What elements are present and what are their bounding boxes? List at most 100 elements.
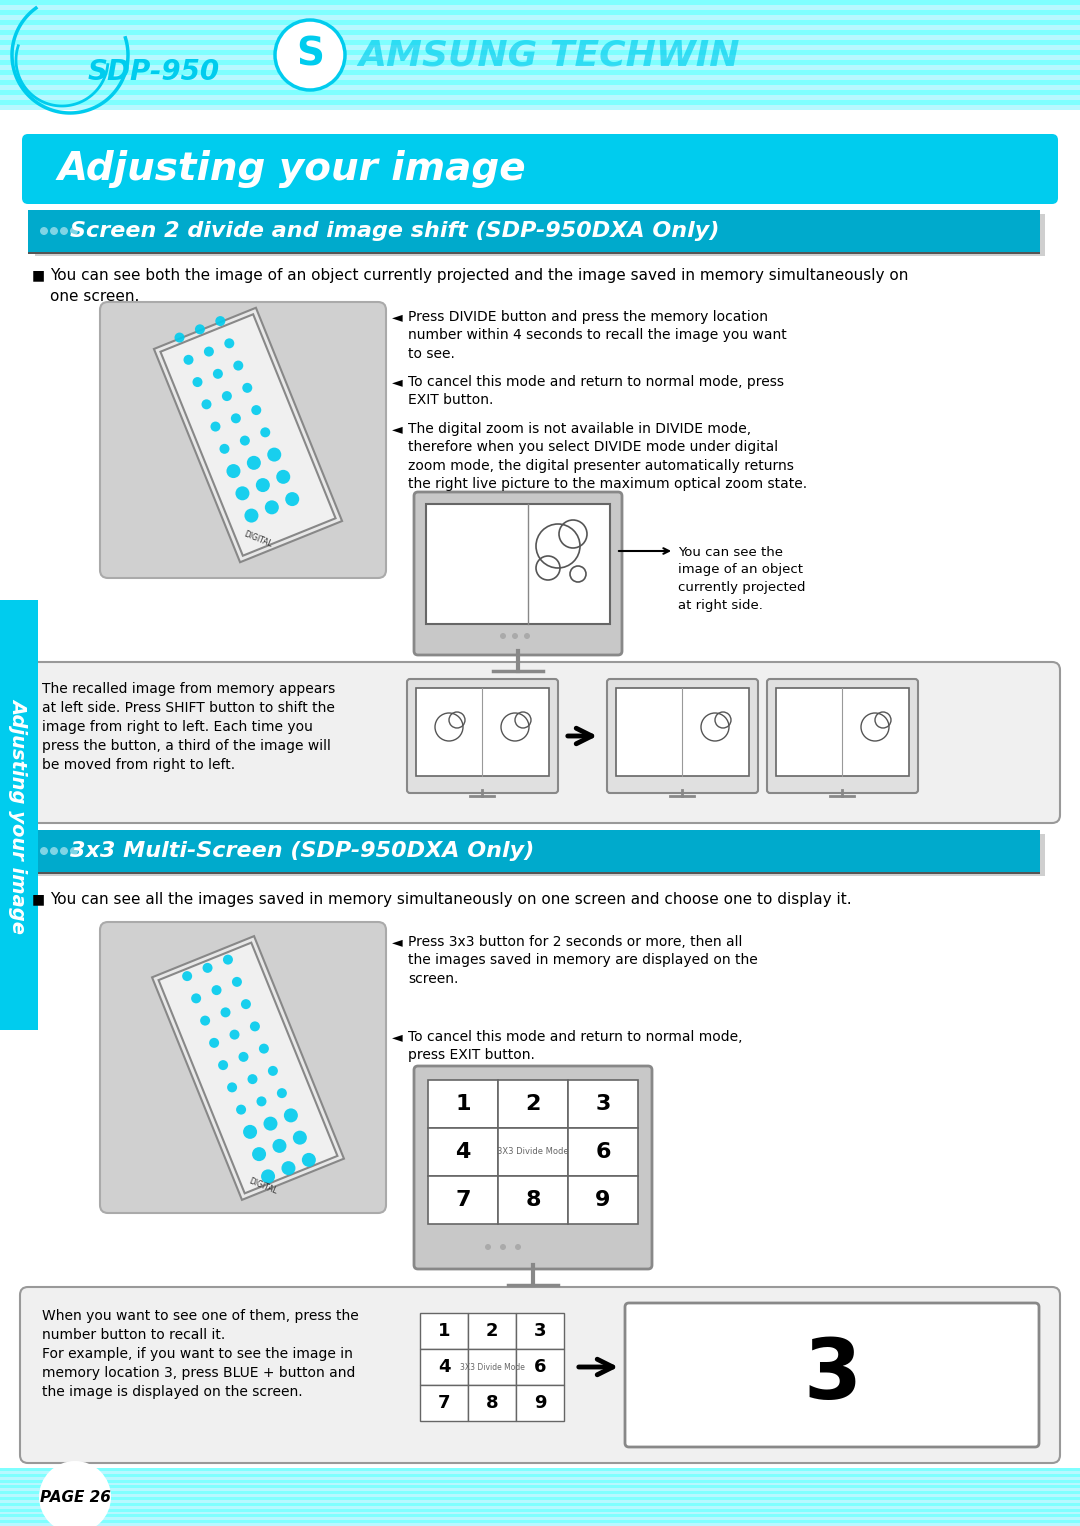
Circle shape — [515, 1244, 521, 1250]
Circle shape — [267, 447, 281, 461]
Bar — [428, 1177, 498, 1224]
Bar — [0, 20, 1080, 24]
Circle shape — [194, 325, 205, 334]
Bar — [516, 1312, 564, 1349]
Circle shape — [204, 346, 214, 357]
Circle shape — [210, 1038, 219, 1048]
Text: The digital zoom is not available in DIVIDE mode,
therefore when you select DIVI: The digital zoom is not available in DIV… — [408, 423, 807, 491]
Bar — [28, 252, 1040, 253]
FancyBboxPatch shape — [407, 679, 558, 794]
Circle shape — [259, 1044, 269, 1053]
Text: Adjusting your image: Adjusting your image — [58, 150, 527, 188]
Bar — [0, 1482, 1080, 1485]
Circle shape — [237, 1105, 246, 1114]
Polygon shape — [161, 314, 336, 555]
Text: ◄: ◄ — [392, 423, 403, 436]
FancyBboxPatch shape — [414, 1067, 652, 1270]
Bar — [0, 1514, 1080, 1517]
Circle shape — [192, 377, 202, 388]
Bar — [0, 31, 1080, 35]
Circle shape — [219, 444, 229, 453]
Circle shape — [265, 501, 279, 514]
Text: AMSUNG TECHWIN: AMSUNG TECHWIN — [357, 38, 740, 72]
Text: 2: 2 — [525, 1094, 541, 1114]
FancyBboxPatch shape — [607, 679, 758, 794]
Text: ◄: ◄ — [392, 935, 403, 949]
FancyBboxPatch shape — [767, 679, 918, 794]
Bar — [0, 95, 1080, 101]
Bar — [0, 1520, 1080, 1523]
Bar — [0, 1485, 1080, 1488]
Circle shape — [50, 227, 58, 235]
Text: 3: 3 — [534, 1322, 546, 1340]
FancyBboxPatch shape — [100, 922, 386, 1213]
Bar — [426, 504, 610, 624]
Circle shape — [220, 1007, 230, 1018]
Bar — [498, 1080, 568, 1128]
Bar — [0, 44, 1080, 50]
Circle shape — [191, 993, 201, 1004]
Circle shape — [284, 1108, 298, 1123]
Bar — [516, 1386, 564, 1421]
Text: 1: 1 — [456, 1094, 471, 1114]
Bar — [428, 1128, 498, 1177]
Circle shape — [268, 1065, 278, 1076]
Text: DIGITAL: DIGITAL — [247, 1177, 279, 1195]
Text: S: S — [296, 37, 324, 73]
Bar — [468, 1312, 516, 1349]
Circle shape — [175, 333, 185, 342]
Bar — [35, 835, 1045, 876]
Bar — [28, 830, 1040, 871]
Bar — [0, 105, 1080, 110]
Bar — [0, 1509, 1080, 1511]
Circle shape — [230, 1030, 240, 1039]
Circle shape — [40, 227, 48, 235]
Bar — [0, 1471, 1080, 1474]
Circle shape — [240, 435, 249, 446]
Text: 4: 4 — [456, 1141, 471, 1161]
Text: The recalled image from memory appears
at left side. Press SHIFT button to shift: The recalled image from memory appears a… — [42, 682, 335, 772]
Circle shape — [202, 400, 212, 409]
Bar — [0, 1517, 1080, 1520]
Bar — [568, 1128, 638, 1177]
Text: Adjusting your image: Adjusting your image — [10, 697, 28, 932]
Circle shape — [242, 383, 253, 392]
Text: 9: 9 — [595, 1190, 610, 1210]
Circle shape — [285, 491, 299, 507]
Bar — [0, 50, 1080, 55]
Bar — [568, 1080, 638, 1128]
Text: Press DIVIDE button and press the memory location
number within 4 seconds to rec: Press DIVIDE button and press the memory… — [408, 310, 786, 360]
Circle shape — [235, 487, 249, 501]
Circle shape — [183, 971, 192, 981]
Text: Press 3x3 button for 2 seconds or more, then all
the images saved in memory are : Press 3x3 button for 2 seconds or more, … — [408, 935, 758, 986]
Bar — [0, 1480, 1080, 1482]
Bar — [0, 1491, 1080, 1494]
Text: 3x3 Multi-Screen (SDP-950DXA Only): 3x3 Multi-Screen (SDP-950DXA Only) — [70, 841, 535, 861]
Bar — [0, 110, 1080, 140]
Bar — [0, 1511, 1080, 1514]
FancyBboxPatch shape — [100, 302, 386, 578]
Bar — [0, 5, 1080, 11]
Bar — [568, 1177, 638, 1224]
Circle shape — [243, 1125, 257, 1138]
Text: 9: 9 — [534, 1393, 546, 1412]
Bar — [0, 35, 1080, 40]
Text: You can see all the images saved in memory simultaneously on one screen and choo: You can see all the images saved in memo… — [50, 893, 852, 906]
Circle shape — [39, 1460, 111, 1526]
Text: SDP-950: SDP-950 — [87, 58, 220, 85]
Circle shape — [500, 633, 507, 639]
Bar — [0, 85, 1080, 90]
Bar — [0, 1523, 1080, 1526]
Circle shape — [256, 1096, 267, 1106]
Text: 3X3 Divide Mode: 3X3 Divide Mode — [460, 1363, 525, 1372]
Bar — [0, 15, 1080, 20]
Text: 7: 7 — [456, 1190, 471, 1210]
Text: 3: 3 — [595, 1094, 610, 1114]
Bar — [0, 90, 1080, 95]
FancyBboxPatch shape — [414, 491, 622, 655]
Bar — [0, 79, 1080, 85]
Circle shape — [225, 339, 234, 348]
Bar — [420, 1349, 468, 1386]
Text: ◄: ◄ — [392, 310, 403, 324]
Polygon shape — [152, 935, 343, 1199]
